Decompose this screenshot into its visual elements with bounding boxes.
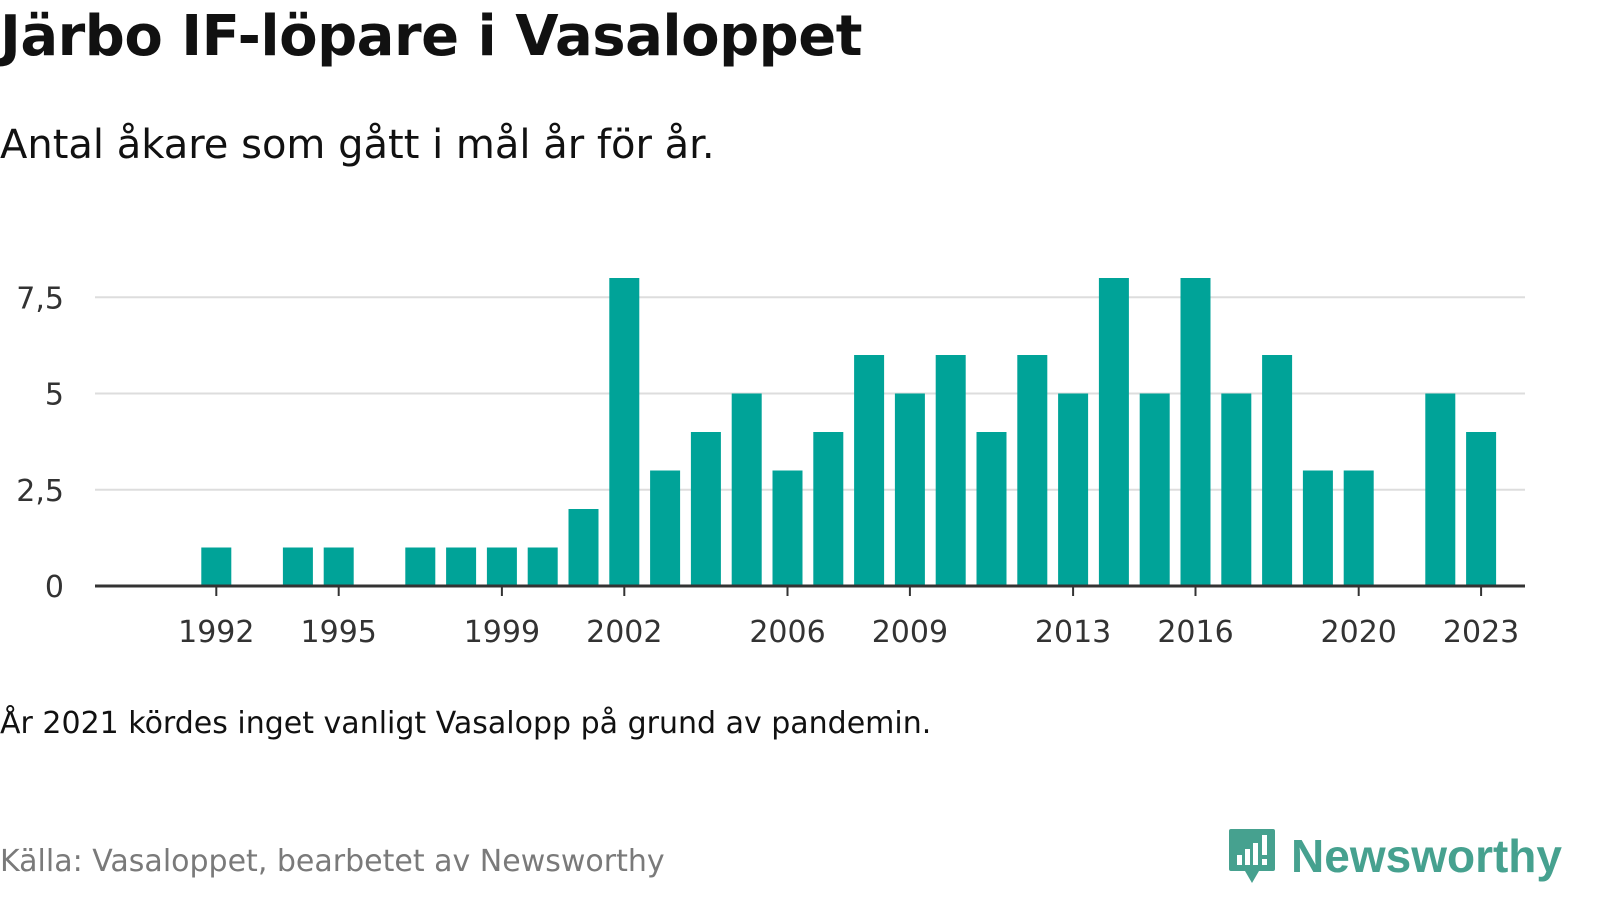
x-tick-label: 2006 (749, 615, 825, 650)
bar-1999 (486, 547, 517, 586)
bar-2022 (1425, 393, 1456, 586)
bar-2001 (568, 509, 599, 586)
bar-2008 (854, 355, 885, 586)
y-tick-label: 0 (45, 570, 64, 605)
bar-2006 (772, 470, 803, 586)
bar-2005 (731, 393, 762, 586)
bar-2011 (976, 432, 1007, 586)
bar-1992 (201, 547, 232, 586)
bar-2018 (1262, 355, 1293, 586)
bar-2014 (1098, 278, 1129, 586)
y-tick-label: 2,5 (16, 474, 64, 509)
bar-1997 (405, 547, 436, 586)
bar-2010 (935, 355, 966, 586)
y-tick-label: 5 (45, 378, 64, 413)
y-tick-label: 7,5 (16, 281, 64, 316)
bar-2007 (813, 432, 844, 586)
bar-2015 (1139, 393, 1170, 586)
bar-2000 (527, 547, 558, 586)
bar-2020 (1343, 470, 1374, 586)
brand-name: Newsworthy (1291, 830, 1562, 882)
bar-2013 (1058, 393, 1089, 586)
bar-2003 (650, 470, 681, 586)
x-tick-label: 2013 (1035, 615, 1111, 650)
chart-subtitle: Antal åkare som gått i mål år för år. (0, 122, 715, 168)
source-text: Källa: Vasaloppet, bearbetet av Newswort… (0, 844, 665, 879)
bar-2012 (1017, 355, 1048, 586)
x-tick-label: 2009 (872, 615, 948, 650)
bar-2002 (609, 278, 640, 586)
bar-1995 (323, 547, 354, 586)
y-axis-labels: 0 2,5 5 7,5 (16, 281, 64, 605)
bar-2023 (1466, 432, 1497, 586)
bar-1998 (446, 547, 477, 586)
x-tick-label: 1999 (464, 615, 540, 650)
bar-chart: 1992 1995 1999 2002 2006 2009 2013 2016 2020 2023… (16, 278, 1525, 650)
newsworthy-logo-icon (1229, 829, 1276, 883)
x-tick-label: 1992 (178, 615, 254, 650)
x-tick-label: 1995 (301, 615, 377, 650)
bar-2004 (690, 432, 721, 586)
x-tick-label: 2002 (586, 615, 662, 650)
x-tick-label: 2016 (1157, 615, 1233, 650)
x-tick-label: 2023 (1443, 615, 1519, 650)
bars (201, 278, 1497, 586)
bar-2019 (1302, 470, 1333, 586)
x-axis-ticks: 1992 1995 1999 2002 2006 2009 2013 2016 2020 2023 (178, 586, 1519, 650)
bar-2009 (894, 393, 925, 586)
chart-title: Järbo IF-löpare i Vasaloppet (0, 4, 863, 69)
bar-1994 (282, 547, 313, 586)
x-tick-label: 2020 (1321, 615, 1397, 650)
bar-2017 (1221, 393, 1252, 586)
chart-note: År 2021 kördes inget vanligt Vasalopp på… (0, 706, 932, 741)
bar-2016 (1180, 278, 1211, 586)
newsworthy-brand: Newsworthy (1227, 826, 1562, 886)
gridlines (95, 296, 1525, 491)
